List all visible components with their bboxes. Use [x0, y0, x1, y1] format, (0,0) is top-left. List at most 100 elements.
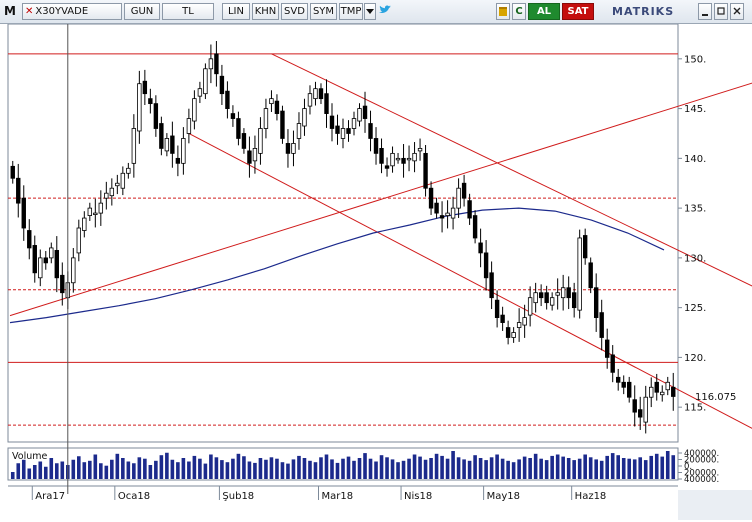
candle-body-down	[21, 197, 26, 229]
candle-body-up	[49, 247, 54, 259]
candle	[654, 373, 659, 401]
candle-body-down	[494, 299, 500, 318]
candle-body-up	[115, 182, 120, 187]
price-tick-label: 115.	[684, 403, 706, 414]
volume-bar	[649, 455, 654, 479]
candle	[423, 145, 428, 197]
alert-bell-icon[interactable]	[496, 3, 510, 20]
price-tick-label: 130.	[684, 253, 706, 264]
candle	[577, 229, 582, 319]
volume-bar	[429, 458, 433, 479]
candle-body-down	[148, 98, 153, 105]
currency-button[interactable]: TL	[162, 3, 214, 20]
volume-bar	[341, 458, 345, 479]
candle-body-up	[181, 138, 186, 164]
volume-tick-label: 200000.	[684, 469, 719, 479]
candle	[16, 163, 21, 218]
candle-body-down	[214, 53, 219, 75]
volume-bar	[54, 463, 59, 479]
price-tick-label: 120.	[684, 353, 706, 364]
close-symbol-icon[interactable]: ✕	[25, 6, 34, 17]
candle-body-down	[329, 115, 335, 129]
volume-bar	[38, 461, 43, 479]
template-button[interactable]: TMP	[339, 3, 363, 20]
candle-body-up	[533, 292, 538, 304]
twitter-bird-icon[interactable]	[378, 3, 392, 20]
volume-bar	[159, 455, 164, 479]
volume-bar	[555, 454, 560, 479]
candle-body-down	[467, 200, 472, 219]
volume-bar	[566, 458, 571, 479]
refresh-icon[interactable]: C	[512, 3, 526, 20]
candle-body-up	[417, 148, 423, 152]
volume-bar	[616, 455, 621, 479]
candle-body-up	[269, 98, 274, 105]
candle	[406, 145, 412, 172]
candle	[49, 242, 54, 264]
candle	[566, 276, 571, 310]
candle	[252, 135, 258, 174]
candle	[368, 110, 373, 152]
volume-bar	[434, 453, 439, 479]
candle	[340, 118, 346, 149]
template-dropdown[interactable]	[364, 3, 376, 20]
minimize-icon[interactable]	[698, 3, 712, 20]
candle	[549, 292, 555, 311]
price-tick-label: 145.	[684, 104, 706, 115]
close-icon[interactable]	[730, 3, 744, 20]
sym-button[interactable]: SYM	[310, 3, 337, 20]
candle	[27, 219, 32, 260]
volume-bar	[104, 465, 109, 479]
candle	[489, 261, 494, 310]
candle-body-down	[505, 327, 511, 338]
candle	[104, 181, 109, 210]
candle	[247, 136, 252, 178]
candle-body-down	[582, 235, 588, 259]
candle-body-down	[483, 252, 489, 279]
volume-bar	[396, 462, 400, 479]
trendline-1	[271, 53, 752, 287]
candle	[571, 282, 577, 318]
volume-bar	[599, 460, 604, 479]
volume-bar	[209, 454, 213, 479]
candle-body-up	[291, 143, 296, 154]
volume-bar	[165, 452, 169, 479]
volume-bar	[671, 455, 676, 479]
volume-bar	[236, 453, 241, 479]
price-chart[interactable]: 150. 145. 140. 135. 130. 125. 120. 115. 400000.…	[0, 24, 752, 522]
period-button[interactable]: GUN	[124, 3, 160, 20]
volume-bar	[148, 465, 153, 479]
svd-button[interactable]: SVD	[281, 3, 308, 20]
candle	[649, 377, 654, 408]
volume-bar	[390, 459, 395, 479]
candle	[98, 190, 104, 226]
candle	[401, 144, 406, 178]
trendline-0	[9, 82, 752, 317]
volume-bar	[467, 460, 472, 479]
volume-bar	[561, 456, 565, 479]
candle	[582, 228, 588, 265]
buy-button[interactable]: AL	[528, 3, 560, 20]
restore-icon[interactable]	[714, 3, 728, 20]
candle-body-up	[164, 138, 170, 152]
candle	[230, 105, 236, 127]
volume-bar	[313, 462, 318, 479]
candle-body-up	[643, 396, 648, 423]
candle	[93, 198, 98, 228]
symbol-field[interactable]: ✕ X30YVADE	[22, 3, 122, 20]
volume-bar	[456, 457, 461, 479]
linear-scale-button[interactable]: LIN	[222, 3, 250, 20]
candle-body-up	[307, 93, 313, 107]
volume-bar	[126, 461, 131, 479]
candle	[291, 130, 296, 167]
candle	[324, 79, 329, 128]
candle	[417, 138, 423, 161]
volume-bar	[665, 451, 670, 479]
volume-bar	[247, 461, 252, 479]
sell-button[interactable]: SAT	[562, 3, 594, 20]
volume-bar	[93, 454, 98, 479]
volume-bar	[192, 455, 197, 479]
volume-bar	[132, 463, 136, 479]
time-tick-label: Haz18	[575, 491, 607, 502]
khn-button[interactable]: KHN	[252, 3, 279, 20]
